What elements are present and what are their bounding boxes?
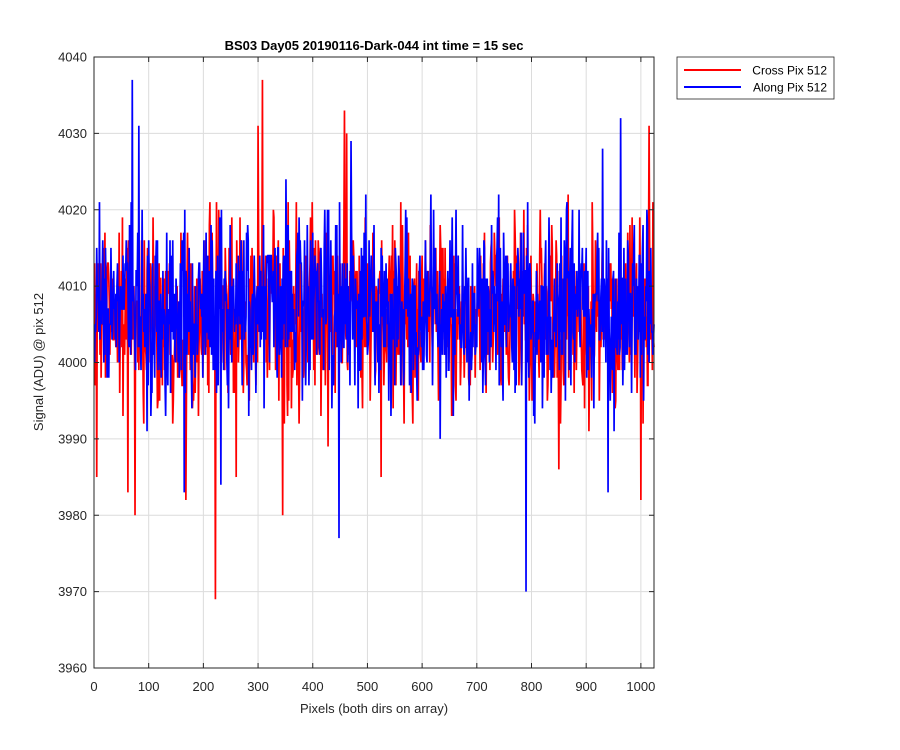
x-tick-label: 500 (357, 679, 379, 694)
y-tick-label: 4020 (58, 202, 87, 217)
legend-label-cross-pix: Cross Pix 512 (752, 64, 827, 78)
y-tick-label: 3980 (58, 508, 87, 523)
x-tick-label: 300 (247, 679, 269, 694)
legend-label-along-pix: Along Pix 512 (753, 81, 827, 95)
x-tick-label: 100 (138, 679, 160, 694)
x-tick-label: 900 (575, 679, 597, 694)
x-axis-label: Pixels (both dirs on array) (300, 701, 448, 716)
x-tick-label: 400 (302, 679, 324, 694)
y-tick-label: 3960 (58, 661, 87, 676)
series-line-along-pix (93, 79, 655, 592)
y-tick-label: 3970 (58, 584, 87, 599)
x-tick-label: 200 (193, 679, 215, 694)
x-tick-label: 0 (90, 679, 97, 694)
chart-title: BS03 Day05 20190116-Dark-044 int time = … (225, 38, 524, 53)
x-tick-label: 700 (466, 679, 488, 694)
x-tick-label: 600 (411, 679, 433, 694)
legend-box (676, 56, 835, 100)
series-layer (93, 79, 655, 600)
y-tick-label: 4010 (58, 279, 87, 294)
axes-ticks: 0 100 200 300 400 500 600 700 800 900 1000 3960 3970… (58, 50, 655, 695)
y-tick-label: 3990 (58, 431, 87, 446)
y-tick-label: 4000 (58, 355, 87, 370)
y-tick-label: 4030 (58, 126, 87, 141)
x-tick-label: 800 (521, 679, 543, 694)
y-tick-label: 4040 (58, 50, 87, 65)
legend: Cross Pix 512 Along Pix 512 (676, 56, 835, 100)
x-tick-label: 1000 (626, 679, 655, 694)
y-axis-label: Signal (ADU) @ pix 512 (31, 293, 46, 431)
